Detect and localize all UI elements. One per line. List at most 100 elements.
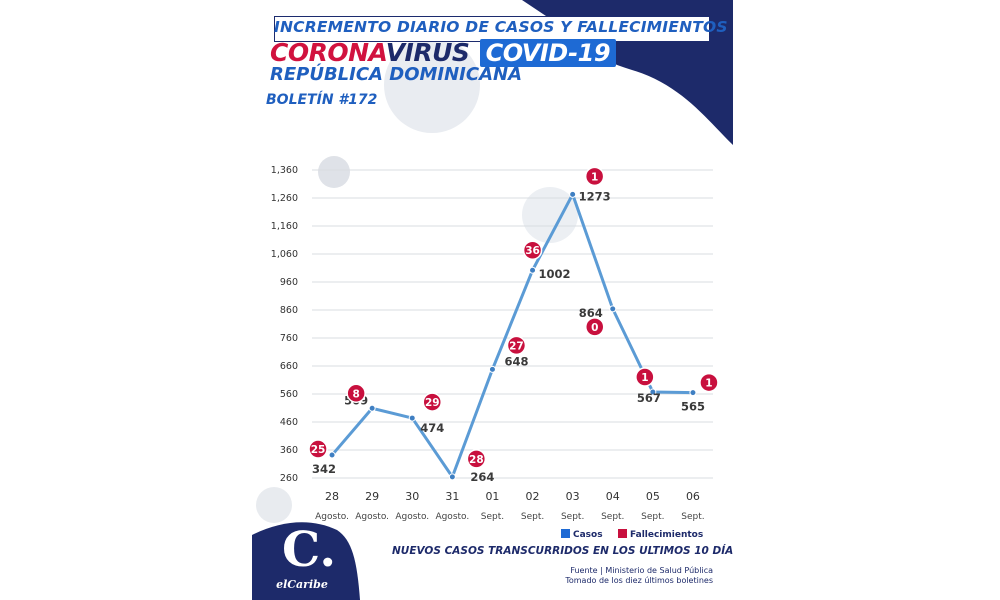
deaths-badge	[506, 335, 527, 356]
infographic-poster: 260 360 460 560 660 760 860 960 1,060 1,160 1,260 1…	[252, 0, 733, 600]
x-tick-month: Sept.	[561, 512, 584, 522]
cases-points-layer: 34250947426464810021273864567565	[312, 189, 705, 484]
deaths-badge	[346, 383, 366, 404]
background-decoration	[252, 0, 733, 600]
x-tick-day: 03	[566, 490, 580, 503]
deaths-data-label: 8	[352, 388, 359, 400]
deaths-badge	[466, 449, 487, 469]
cases-point	[448, 473, 456, 481]
deaths-data-label: 25	[311, 444, 326, 456]
x-axis-tick-labels: 28 Agosto. 29 Agosto. 30 Agosto. 31 Agosto. 01 Se…	[315, 490, 704, 522]
deaths-data-label: 29	[425, 397, 440, 409]
virus-decoration-large	[384, 37, 480, 133]
chart-canvas: 2603604605606607608609601,0601,1601,2601…	[252, 0, 733, 600]
y-tick-label: 660	[280, 361, 298, 372]
x-tick-day: 02	[526, 490, 540, 503]
coronavirus-headline: CORONAVIRUS COVID-19	[270, 38, 617, 67]
y-tick-label: 560	[280, 389, 298, 400]
deaths-badge	[308, 439, 328, 459]
y-tick-label: 460	[280, 417, 298, 428]
x-tick-day: 01	[485, 490, 499, 503]
y-tick-label: 360	[280, 445, 298, 456]
virus-word: VIRUS	[385, 38, 470, 67]
elcaribe-logo-text: elCaribe	[276, 578, 328, 591]
x-tick-day: 30	[405, 490, 419, 503]
deaths-badge	[585, 317, 605, 337]
x-tick-month: Agosto.	[395, 512, 429, 522]
title-box	[274, 16, 710, 42]
cases-point	[529, 266, 537, 274]
logo-navy-wave	[252, 522, 360, 600]
footer-white-area	[360, 544, 733, 600]
x-tick-month: Sept.	[521, 512, 544, 522]
cases-data-label: 567	[637, 391, 661, 405]
chart-legend: Casos Fallecimientos	[561, 529, 703, 540]
virus-decoration-corner	[256, 487, 292, 523]
y-tick-label: 960	[280, 277, 298, 288]
cases-point	[368, 404, 376, 412]
x-tick-month: Sept.	[601, 512, 624, 522]
cases-point	[488, 365, 496, 373]
x-tick-day: 05	[646, 490, 660, 503]
cases-data-label: 264	[470, 470, 494, 484]
x-tick-month: Agosto.	[355, 512, 389, 522]
chart-subtitle: NUEVOS CASOS TRANSCURRIDOS EN LOS ULTIMO…	[392, 545, 733, 557]
cases-line-layer	[330, 192, 695, 479]
x-tick-day: 31	[445, 490, 459, 503]
cases-point	[569, 190, 577, 198]
cases-data-label: 1002	[539, 267, 571, 281]
deaths-data-label: 0	[591, 322, 598, 334]
virus-decoration-small	[318, 156, 350, 188]
x-tick-month: Sept.	[641, 512, 664, 522]
legend-deaths-label: Fallecimientos	[630, 530, 703, 540]
x-tick-month: Sept.	[481, 512, 504, 522]
deaths-data-label: 28	[469, 454, 484, 466]
country-name: REPÚBLICA DOMINICANA	[270, 64, 523, 85]
deaths-data-label: 27	[509, 340, 524, 352]
x-tick-month: Sept.	[681, 512, 704, 522]
x-tick-day: 06	[686, 490, 700, 503]
cases-point	[609, 305, 617, 313]
elcaribe-logo-mark: C.	[282, 522, 337, 578]
deaths-badges-layer: 25 8 29 28 27 36 1 0 1 1	[308, 166, 719, 469]
chart-title: INCREMENTO DIARIO DE CASOS Y FALLECIMIEN…	[274, 18, 728, 36]
y-tick-label: 260	[280, 473, 298, 484]
cases-data-label: 864	[579, 306, 603, 320]
deaths-data-label: 1	[591, 171, 598, 183]
grid-layer	[312, 169, 713, 479]
cases-point	[649, 388, 657, 396]
legend-deaths-swatch	[618, 529, 627, 538]
cases-point	[408, 414, 416, 422]
deaths-data-label: 1	[641, 372, 648, 384]
deaths-badge	[522, 240, 543, 260]
corona-word: CORONA	[270, 38, 386, 67]
legend-cases-label: Casos	[573, 530, 603, 540]
deaths-badge	[422, 392, 442, 412]
cases-point	[328, 451, 336, 459]
covid-badge: COVID-19	[479, 39, 617, 67]
source-line-1: Fuente | Ministerio de Salud Pública	[570, 566, 713, 575]
cases-point	[689, 389, 697, 397]
y-tick-label: 1,360	[271, 165, 298, 176]
y-tick-label: 760	[280, 333, 298, 344]
deaths-badge	[584, 166, 605, 187]
y-tick-label: 1,060	[271, 249, 298, 260]
bulletin-number: BOLETÍN #172	[266, 92, 378, 108]
y-tick-label: 1,160	[271, 221, 298, 232]
virus-decoration-medium	[522, 187, 578, 243]
cases-data-label: 648	[504, 354, 528, 368]
source-line-2: Tomado de los diez últimos boletines	[565, 576, 713, 585]
y-tick-label: 860	[280, 305, 298, 316]
cases-data-label: 342	[312, 462, 336, 476]
deaths-data-label: 1	[705, 378, 712, 390]
legend-cases-swatch	[561, 529, 570, 538]
deaths-badge	[635, 367, 655, 387]
y-tick-label: 1,260	[271, 193, 298, 204]
deaths-badge	[699, 372, 719, 393]
x-tick-day: 29	[365, 490, 379, 503]
x-tick-day: 04	[606, 490, 620, 503]
x-tick-month: Agosto.	[435, 512, 469, 522]
deaths-data-label: 36	[525, 245, 540, 257]
x-tick-day: 28	[325, 490, 339, 503]
x-tick-month: Agosto.	[315, 512, 349, 522]
